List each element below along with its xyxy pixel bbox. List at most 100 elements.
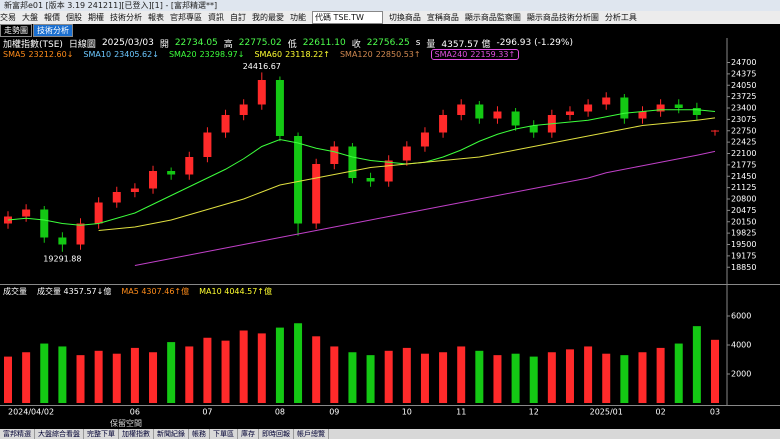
status-item[interactable]: 庫存 — [238, 429, 259, 439]
volume-bar — [529, 356, 538, 403]
volume-legend-item: MA10 4044.57↑億 — [199, 287, 273, 296]
tool-button[interactable]: 宣稱商品 — [426, 13, 459, 22]
candle-body — [420, 132, 429, 147]
tool-button[interactable]: 顯示商品監察圖 — [464, 13, 521, 22]
volume-legend-item: 成交量 4357.57↓億 — [37, 287, 112, 296]
volume-bar — [40, 343, 49, 403]
candle-body — [22, 209, 31, 217]
legend-name: SMA10 — [83, 50, 112, 59]
legend-value: 22850.53↑ — [375, 50, 421, 59]
volume-bar — [493, 355, 502, 403]
volume-bar — [402, 347, 411, 403]
candle-body — [221, 115, 230, 133]
volume-bar — [439, 352, 448, 403]
tool-button[interactable]: 分析工具 — [604, 13, 637, 22]
menu-item[interactable]: 報價 — [44, 13, 60, 22]
y-tick-label: 20800 — [731, 195, 756, 204]
status-item[interactable]: 新聞紀錄 — [154, 429, 189, 439]
menu-item[interactable]: 技術分析 — [110, 13, 142, 22]
volume-bar — [130, 347, 139, 403]
candle-body — [674, 104, 683, 108]
tool-button[interactable]: 切換商品 — [388, 13, 421, 22]
tab[interactable]: 走勢圖 — [0, 24, 32, 37]
menu-item[interactable]: 功能 — [290, 13, 306, 22]
status-item[interactable]: 帳務 — [189, 429, 210, 439]
menu-item[interactable]: 自訂 — [230, 13, 246, 22]
volume-bar — [366, 355, 375, 403]
ma-line — [7, 109, 716, 226]
status-item[interactable]: 加權指數 — [119, 429, 154, 439]
y-tick-label: 21775 — [731, 160, 756, 169]
y-tick-label: 24050 — [731, 81, 756, 90]
x-tick-label: 12 — [529, 408, 539, 417]
legend-name: SMA5 — [3, 50, 26, 59]
volume-bar — [76, 355, 85, 403]
menu-item[interactable]: 官邦專區 — [170, 13, 202, 22]
menu-item[interactable]: 期權 — [88, 13, 104, 22]
volume-bar — [112, 353, 121, 403]
y-tick-label: 23075 — [731, 115, 756, 124]
y-tick-label: 22425 — [731, 138, 756, 147]
candle-body — [366, 178, 375, 182]
x-tick-label: 08 — [275, 408, 285, 417]
volume-bar — [384, 350, 393, 403]
y-tick-label: 4000 — [731, 341, 751, 350]
volume-bar — [711, 339, 719, 403]
status-item[interactable]: 完整下單 — [84, 429, 119, 439]
status-item[interactable]: 帳戶總覽 — [294, 429, 329, 439]
volume-bar — [475, 350, 484, 403]
volume-bar — [565, 349, 574, 403]
menu-item[interactable]: 報表 — [148, 13, 164, 22]
y-tick-label: 22750 — [731, 126, 756, 135]
label: 低 — [287, 39, 297, 50]
volume-bar — [547, 352, 556, 403]
candle-body — [384, 160, 393, 182]
menu-item[interactable]: 個股 — [66, 13, 82, 22]
volume-bar — [22, 352, 31, 403]
legend-item: SMA5 23212.60↓ — [3, 50, 73, 59]
change: -296.93 (-1.29%) — [496, 38, 573, 48]
legend-item: SMA20 23298.97↓ — [169, 50, 245, 59]
quote-info: 加權指數(TSE) 日線圖 2025/03/03 開 22734.05 高 2277… — [0, 37, 780, 49]
volume-bar — [185, 346, 194, 403]
menu-item[interactable]: 交易 — [0, 13, 16, 22]
legend-item: SMA240 22159.33↑ — [430, 49, 520, 60]
candle-body — [348, 146, 357, 178]
symbol-input[interactable]: 代碼 TSE.TW — [312, 11, 383, 24]
volume-bar — [4, 356, 12, 403]
tool-button[interactable]: 顯示商品技術分析圖 — [526, 13, 599, 22]
y-tick-label: 23725 — [731, 92, 756, 101]
candle-body — [692, 108, 701, 115]
candle-body — [584, 104, 593, 112]
volume-bar — [275, 327, 284, 403]
label: 量 — [426, 39, 436, 50]
volume-bar — [94, 350, 103, 403]
candle-body — [638, 111, 647, 119]
status-item[interactable]: 下單區 — [210, 429, 238, 439]
x-tick-label: 03 — [710, 408, 720, 417]
status-item[interactable]: 即時回報 — [259, 429, 294, 439]
candle-body — [167, 171, 176, 175]
menu-item[interactable]: 大盤 — [22, 13, 38, 22]
status-item[interactable]: 大盤綜合看盤 — [35, 429, 84, 439]
status-item[interactable]: 富邦精選 — [0, 429, 35, 439]
candle-body — [275, 80, 284, 136]
candle-body — [529, 125, 538, 133]
y-tick-label: 22100 — [731, 149, 756, 158]
x-tick-label: 09 — [329, 408, 339, 417]
volume-bar — [221, 340, 230, 403]
candle-body — [439, 115, 448, 133]
y-tick-label: 24375 — [731, 69, 756, 78]
candle-body — [711, 130, 719, 132]
tab[interactable]: 技術分析 — [33, 24, 73, 37]
candle-body — [312, 164, 321, 224]
close: 22756.25 — [366, 38, 410, 48]
y-tick-label: 20150 — [731, 217, 756, 226]
label: 開 — [159, 39, 169, 50]
menu-item[interactable]: 資訊 — [208, 13, 224, 22]
menu-item[interactable]: 我的最愛 — [252, 13, 284, 22]
legend-name: SMA120 — [339, 50, 373, 59]
volume-bar — [312, 336, 321, 403]
legend-name: SMA20 — [168, 50, 197, 59]
